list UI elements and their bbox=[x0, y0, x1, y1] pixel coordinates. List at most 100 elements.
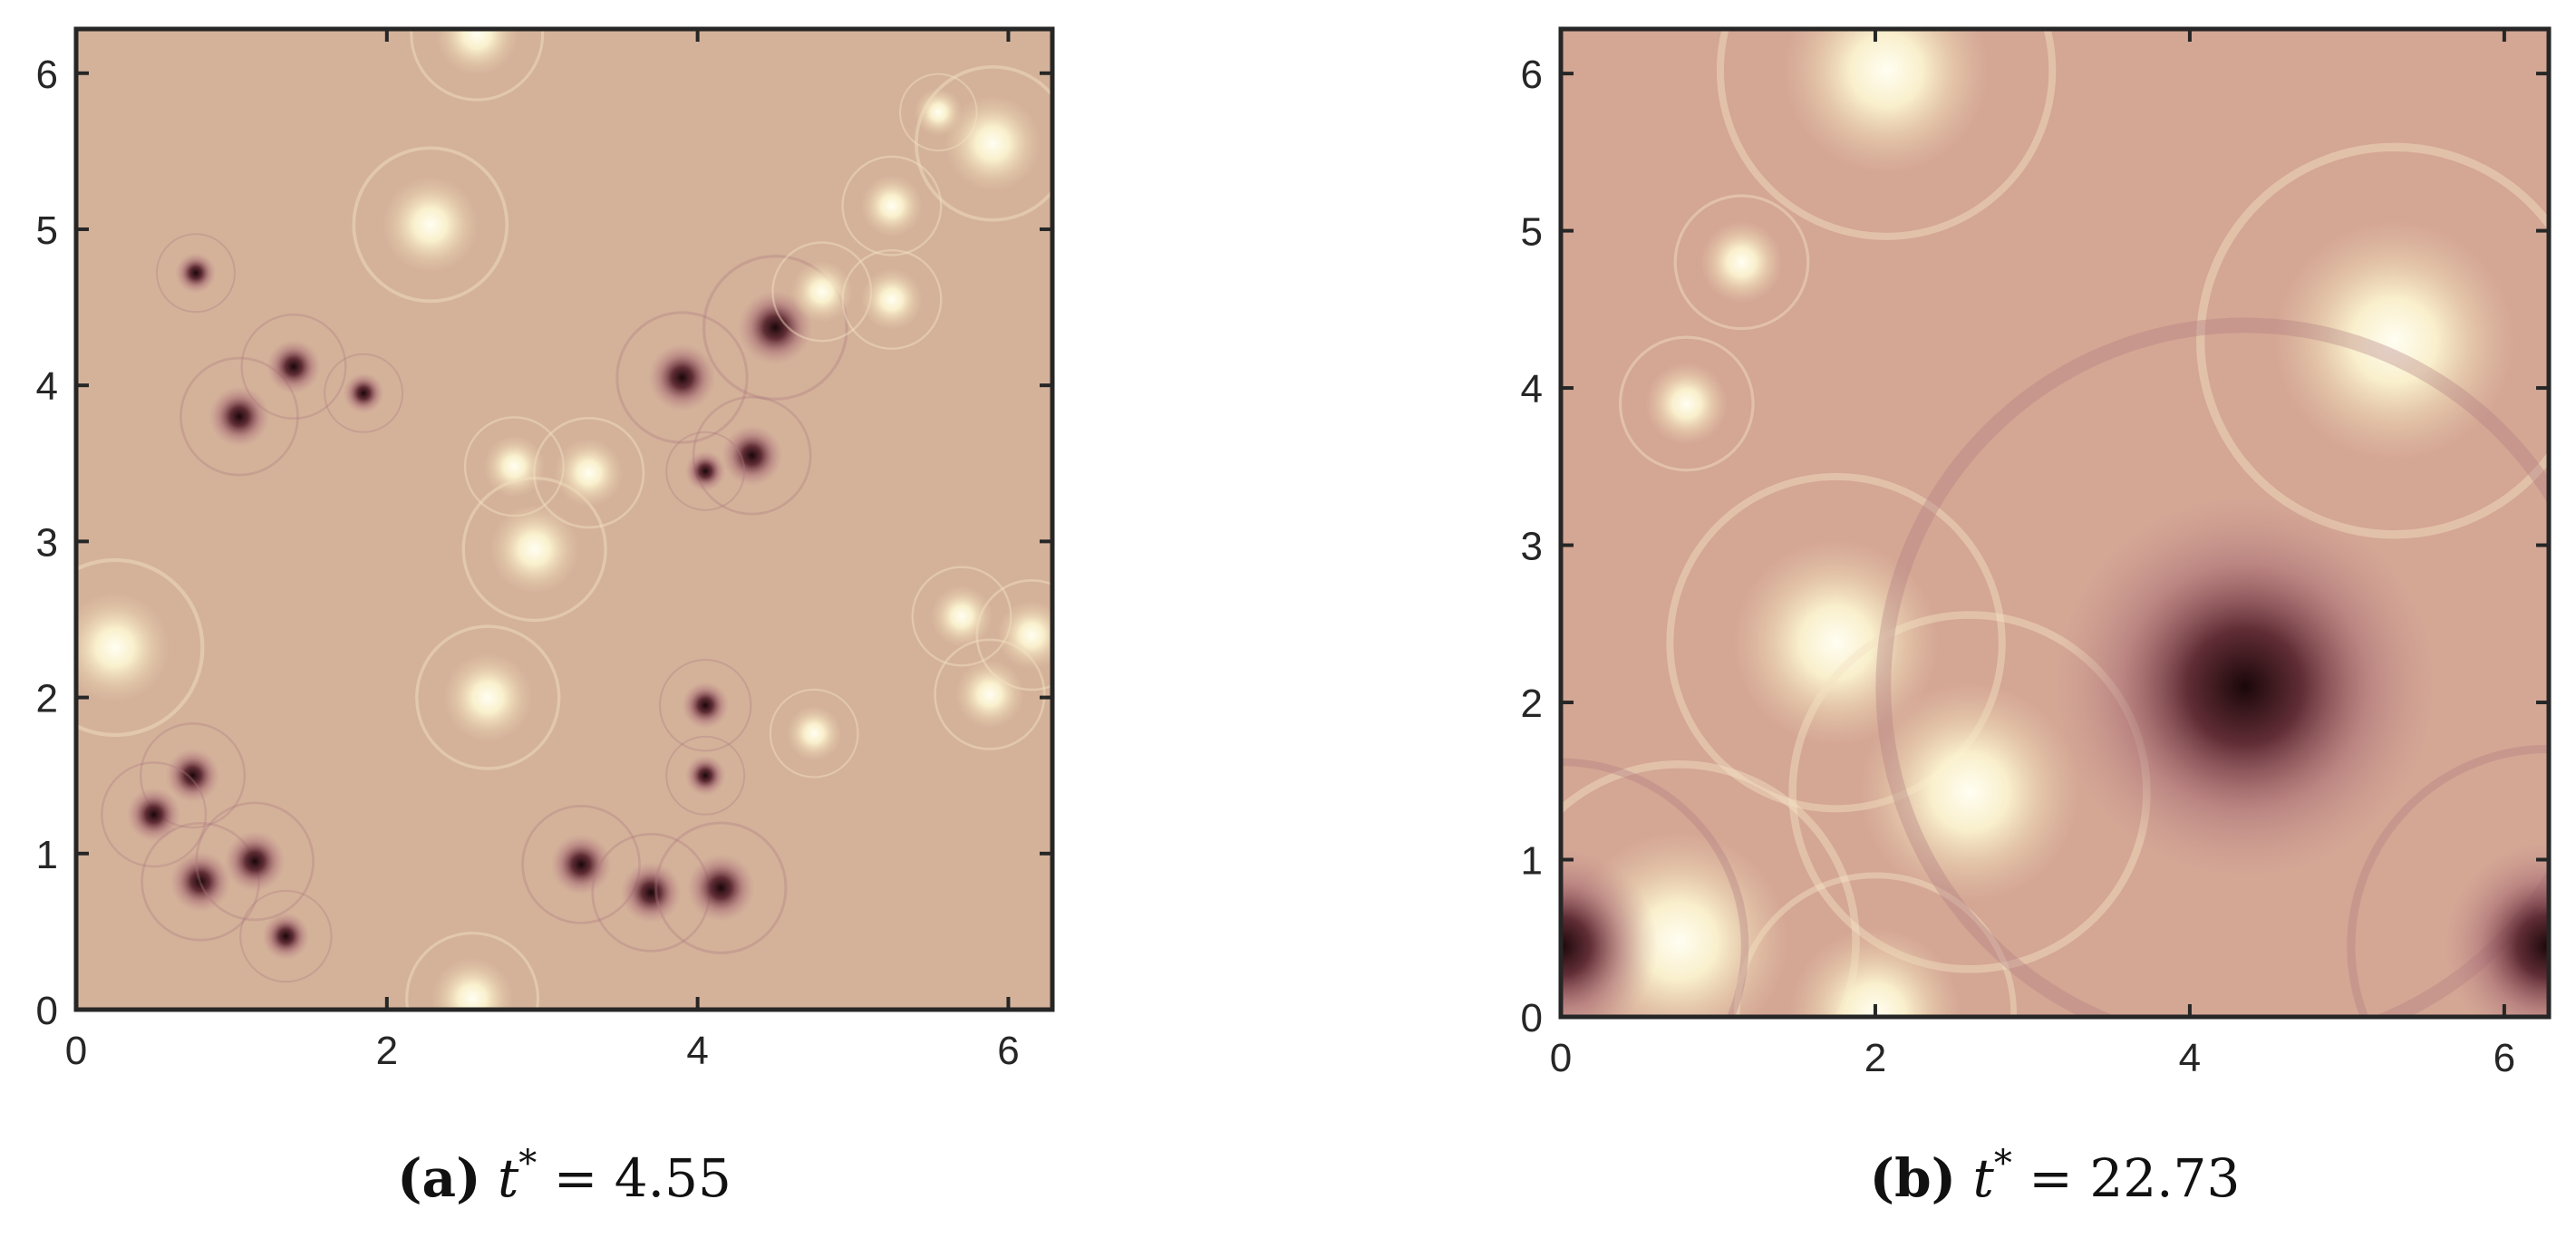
panel-a-vortex-7 bbox=[266, 339, 322, 394]
panel-b-vorticity-field bbox=[1561, 29, 2549, 1017]
panel-a-caption-space3 bbox=[597, 1147, 614, 1209]
panel-b-vortex-0-filament bbox=[1716, 29, 2057, 240]
panel-a-vortex-34 bbox=[997, 601, 1052, 670]
panel-a-vortex-23-filament bbox=[702, 254, 848, 401]
panel-b-ytick-label-1: 1 bbox=[1521, 839, 1543, 884]
panel-a-vortex-21 bbox=[681, 681, 730, 730]
panel-b-vortex-4 bbox=[1732, 538, 1941, 747]
panel-b-vortex-5 bbox=[1858, 681, 2081, 904]
panel-b-caption-space2 bbox=[2012, 1147, 2029, 1209]
panel-a-xtick-label-2: 2 bbox=[376, 1029, 398, 1073]
panel-a-vortex-28-filament bbox=[841, 155, 943, 256]
panel-b-caption-variable: t bbox=[1973, 1147, 1995, 1209]
panel-b-caption-space3 bbox=[2073, 1147, 2089, 1209]
panel-a-xtick-label-0: 0 bbox=[65, 1029, 87, 1073]
panel-b-vortex-10 bbox=[2444, 842, 2549, 1017]
panel-a-vortex-4 bbox=[224, 830, 286, 893]
panel-b-frame bbox=[1558, 26, 2552, 1020]
panel-a-ytick-label-5: 5 bbox=[36, 208, 58, 253]
panel-a-vortex-30 bbox=[944, 95, 1041, 192]
panel-a-vortex-22 bbox=[647, 343, 717, 412]
panel-a-vortex-12 bbox=[483, 435, 546, 498]
panel-a-vortex-8-filament bbox=[155, 233, 236, 314]
panel-a-vortex-20-filament bbox=[665, 735, 746, 816]
panel-b-vortex-7 bbox=[1788, 927, 1962, 1017]
panel-a-vortex-3 bbox=[169, 850, 232, 913]
panel-b-xtick-label-0: 0 bbox=[1550, 1036, 1572, 1080]
panel-a-vortex-16 bbox=[431, 957, 514, 1010]
panel-b-vortex-8 bbox=[2054, 496, 2436, 877]
panel-b-vortex-1-filament bbox=[2196, 142, 2549, 539]
panel-b-xtick-label-4: 4 bbox=[2179, 1036, 2201, 1080]
panel-b-ytick-label-4: 4 bbox=[1521, 367, 1543, 411]
panel-a-ytick-label-2: 2 bbox=[36, 677, 58, 721]
panel-a-vortex-30-filament bbox=[915, 64, 1052, 222]
panel-a-vortex-8 bbox=[175, 252, 217, 294]
panel-a-vortex-26 bbox=[790, 260, 853, 323]
panel-b-vortex-8-filament bbox=[1875, 317, 2549, 1017]
panel-a-ytick-label-4: 4 bbox=[36, 364, 58, 409]
panel-a-caption-equals: = bbox=[554, 1147, 598, 1209]
panel-a-vortex-19 bbox=[686, 853, 756, 923]
panel-a-caption-superscript: * bbox=[518, 1143, 537, 1185]
panel-a: 0 2 4 6 0 1 2 3 4 5 6 (a) t* = 4.55 bbox=[36, 26, 1055, 1209]
panel-b-ytick-label-0: 0 bbox=[1521, 996, 1543, 1040]
panel-b-vortex-7-filament bbox=[1734, 872, 2017, 1017]
panel-a-vortex-19-filament bbox=[654, 821, 788, 954]
panel-a-caption-value: 4.55 bbox=[615, 1147, 731, 1209]
panel-a-vortex-31-filament bbox=[769, 688, 859, 779]
panel-a-vortex-28 bbox=[860, 175, 923, 237]
panel-a-vortex-18 bbox=[620, 861, 683, 924]
panel-a-vortex-24 bbox=[721, 424, 783, 487]
panel-a-vortex-2-filament bbox=[101, 761, 208, 868]
panel-a-vortex-25-filament bbox=[665, 430, 746, 511]
panel-b-caption-letter: (b) bbox=[1870, 1147, 1956, 1209]
panel-a-ytick-label-6: 6 bbox=[36, 53, 58, 97]
panel-b: 0 2 4 6 0 1 2 3 4 5 6 (b) t* = 22.73 bbox=[1521, 26, 2552, 1209]
panel-a-vortex-6-filament bbox=[179, 356, 299, 477]
panel-b-ytick-label-3: 3 bbox=[1521, 525, 1543, 569]
panel-a-vortex-11-filament bbox=[410, 29, 545, 102]
panel-a-vortex-10-filament bbox=[352, 146, 509, 304]
panel-b-ytick-label-6: 6 bbox=[1521, 53, 1543, 97]
panel-a-vortex-2 bbox=[126, 787, 181, 842]
panel-b-caption-equals: = bbox=[2029, 1147, 2073, 1209]
panel-a-vortex-27-filament bbox=[841, 248, 943, 350]
panel-a-vortex-4-filament bbox=[195, 801, 315, 922]
panel-a-ytick-label-1: 1 bbox=[36, 833, 58, 877]
panel-a-ytick-label-3: 3 bbox=[36, 520, 58, 565]
panel-a-xtick-label-6: 6 bbox=[997, 1029, 1019, 1073]
panel-a-caption-space bbox=[481, 1147, 498, 1209]
panel-a-vorticity-field bbox=[76, 29, 1052, 1010]
panel-b-vortex-3-filament bbox=[1618, 335, 1755, 472]
panel-b-caption: (b) t* = 22.73 bbox=[1870, 1143, 2241, 1209]
panel-a-vortex-1-filament bbox=[140, 722, 247, 829]
panel-a-vortex-1 bbox=[165, 748, 220, 803]
panel-a-vortex-7-filament bbox=[240, 313, 347, 421]
panel-a-vortex-33-filament bbox=[934, 638, 1046, 750]
panel-b-xtick-label-2: 2 bbox=[1864, 1036, 1886, 1080]
panel-a-vortex-20 bbox=[684, 755, 726, 797]
panel-a-vortex-16-filament bbox=[405, 931, 540, 1010]
panel-b-vortex-0 bbox=[1782, 29, 1990, 175]
panel-a-vortex-9-filament bbox=[324, 353, 404, 433]
panel-a-vortex-0-filament bbox=[76, 557, 205, 738]
panel-a-caption: (a) t* = 4.55 bbox=[397, 1143, 731, 1209]
panel-a-vortex-5 bbox=[262, 912, 310, 961]
panel-a-caption-space2 bbox=[537, 1147, 553, 1209]
panel-a-vortex-22-filament bbox=[615, 311, 749, 444]
panel-a-xtick-label-4: 4 bbox=[686, 1029, 708, 1073]
panel-b-vortex-3 bbox=[1644, 362, 1729, 446]
panel-a-vortex-15-filament bbox=[415, 624, 561, 770]
panel-a-vortex-14 bbox=[554, 438, 624, 508]
panel-a-caption-letter: (a) bbox=[397, 1147, 480, 1209]
panel-a-vortex-25 bbox=[684, 450, 726, 492]
panel-a-vortex-11 bbox=[435, 29, 518, 75]
panel-a-tick-labels: 0 2 4 6 0 1 2 3 4 5 6 bbox=[36, 53, 1020, 1073]
panel-a-vortex-31 bbox=[787, 706, 842, 761]
panel-b-xtick-label-6: 6 bbox=[2494, 1036, 2515, 1080]
panel-a-vortex-23 bbox=[737, 289, 813, 365]
panel-a-vortex-10 bbox=[383, 177, 479, 273]
panel-b-tick-labels: 0 2 4 6 0 1 2 3 4 5 6 bbox=[1521, 53, 2516, 1080]
panel-b-vortex-2 bbox=[1700, 220, 1784, 305]
